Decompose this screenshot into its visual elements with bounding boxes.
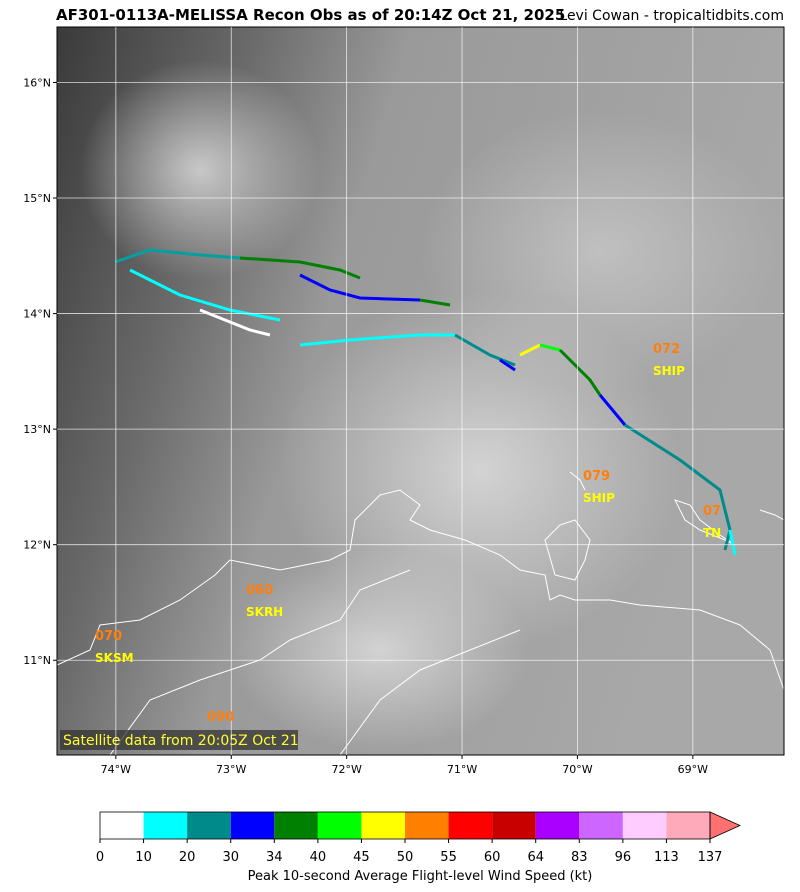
y-tick-label: 16°N <box>23 76 51 89</box>
title: AF301-0113A-MELISSA Recon Obs as of 20:1… <box>56 6 565 24</box>
colorbar-tick-label: 137 <box>698 850 723 865</box>
x-tick-label: 71°W <box>447 763 477 776</box>
satellite <box>57 27 784 755</box>
note-box <box>60 730 298 750</box>
satellite-note: Satellite data from 20:05Z Oct 21 <box>63 733 299 749</box>
station-speed: 070 <box>95 629 122 644</box>
y-tick-label: 12°N <box>23 539 51 552</box>
colorbar-tick-label: 55 <box>440 850 457 865</box>
colorbar-segment <box>317 812 362 839</box>
colorbar-tick-label: 96 <box>615 850 632 865</box>
colorbar-tick-label: 30 <box>222 850 239 865</box>
colorbar-segment <box>579 812 623 839</box>
station-name: SKRH <box>246 605 283 619</box>
colorbar-segment <box>143 812 188 839</box>
colorbar-tick-label: 20 <box>179 850 196 865</box>
colorbar-tick-label: 34 <box>266 850 283 865</box>
y-tick-label: 13°N <box>23 423 51 436</box>
colorbar-tick-label: 60 <box>484 850 501 865</box>
x-tick-label: 74°W <box>101 763 131 776</box>
colorbar-tick-label: 83 <box>571 850 588 865</box>
y-tick-label: 15°N <box>23 192 51 205</box>
colorbar-tick-label: 64 <box>527 850 544 865</box>
colorbar-segment <box>100 812 144 839</box>
station-speed: 07 <box>703 504 721 519</box>
colorbar-tick-label: 113 <box>654 850 679 865</box>
station-speed: 079 <box>583 469 610 484</box>
colorbar-segment <box>535 812 580 839</box>
colorbar-segment <box>622 812 667 839</box>
x-tick-label: 73°W <box>216 763 246 776</box>
colorbar-extend <box>709 811 741 840</box>
colorbar-segment <box>230 812 275 839</box>
station-speed: 090 <box>207 710 234 725</box>
colorbar-tick-label: 40 <box>310 850 327 865</box>
colorbar-segment <box>274 812 318 839</box>
station-speed: 060 <box>246 583 273 598</box>
colorbar-tick-label: 10 <box>135 850 152 865</box>
x-tick-label: 70°W <box>562 763 592 776</box>
y-tick-label: 14°N <box>23 308 51 321</box>
station-name: TN <box>703 526 721 540</box>
colorbar-segment <box>361 812 405 839</box>
x-tick-label: 69°W <box>678 763 708 776</box>
station-name: SHIP <box>583 491 615 505</box>
colorbar-segment <box>187 812 231 839</box>
x-tick-label: 72°W <box>331 763 361 776</box>
credit: Levi Cowan - tropicaltidbits.com <box>559 8 784 24</box>
colorbar-label: Peak 10-second Average Flight-level Wind… <box>248 869 593 884</box>
flight-track <box>114 248 737 556</box>
colorbar-segment <box>448 812 493 839</box>
colorbar-segment <box>405 812 449 839</box>
colorbar-tick-label: 45 <box>353 850 370 865</box>
colorbar-segment <box>492 812 536 839</box>
station-name: SKSM <box>95 651 134 665</box>
map-frame <box>56 26 785 756</box>
y-tick-label: 11°N <box>23 654 51 667</box>
station-speed: 072 <box>653 342 680 357</box>
colorbar-tick-label: 0 <box>96 850 104 865</box>
colorbar-tick-label: 50 <box>397 850 414 865</box>
station-name: SHIP <box>653 364 685 378</box>
colorbar-segment <box>666 812 710 839</box>
